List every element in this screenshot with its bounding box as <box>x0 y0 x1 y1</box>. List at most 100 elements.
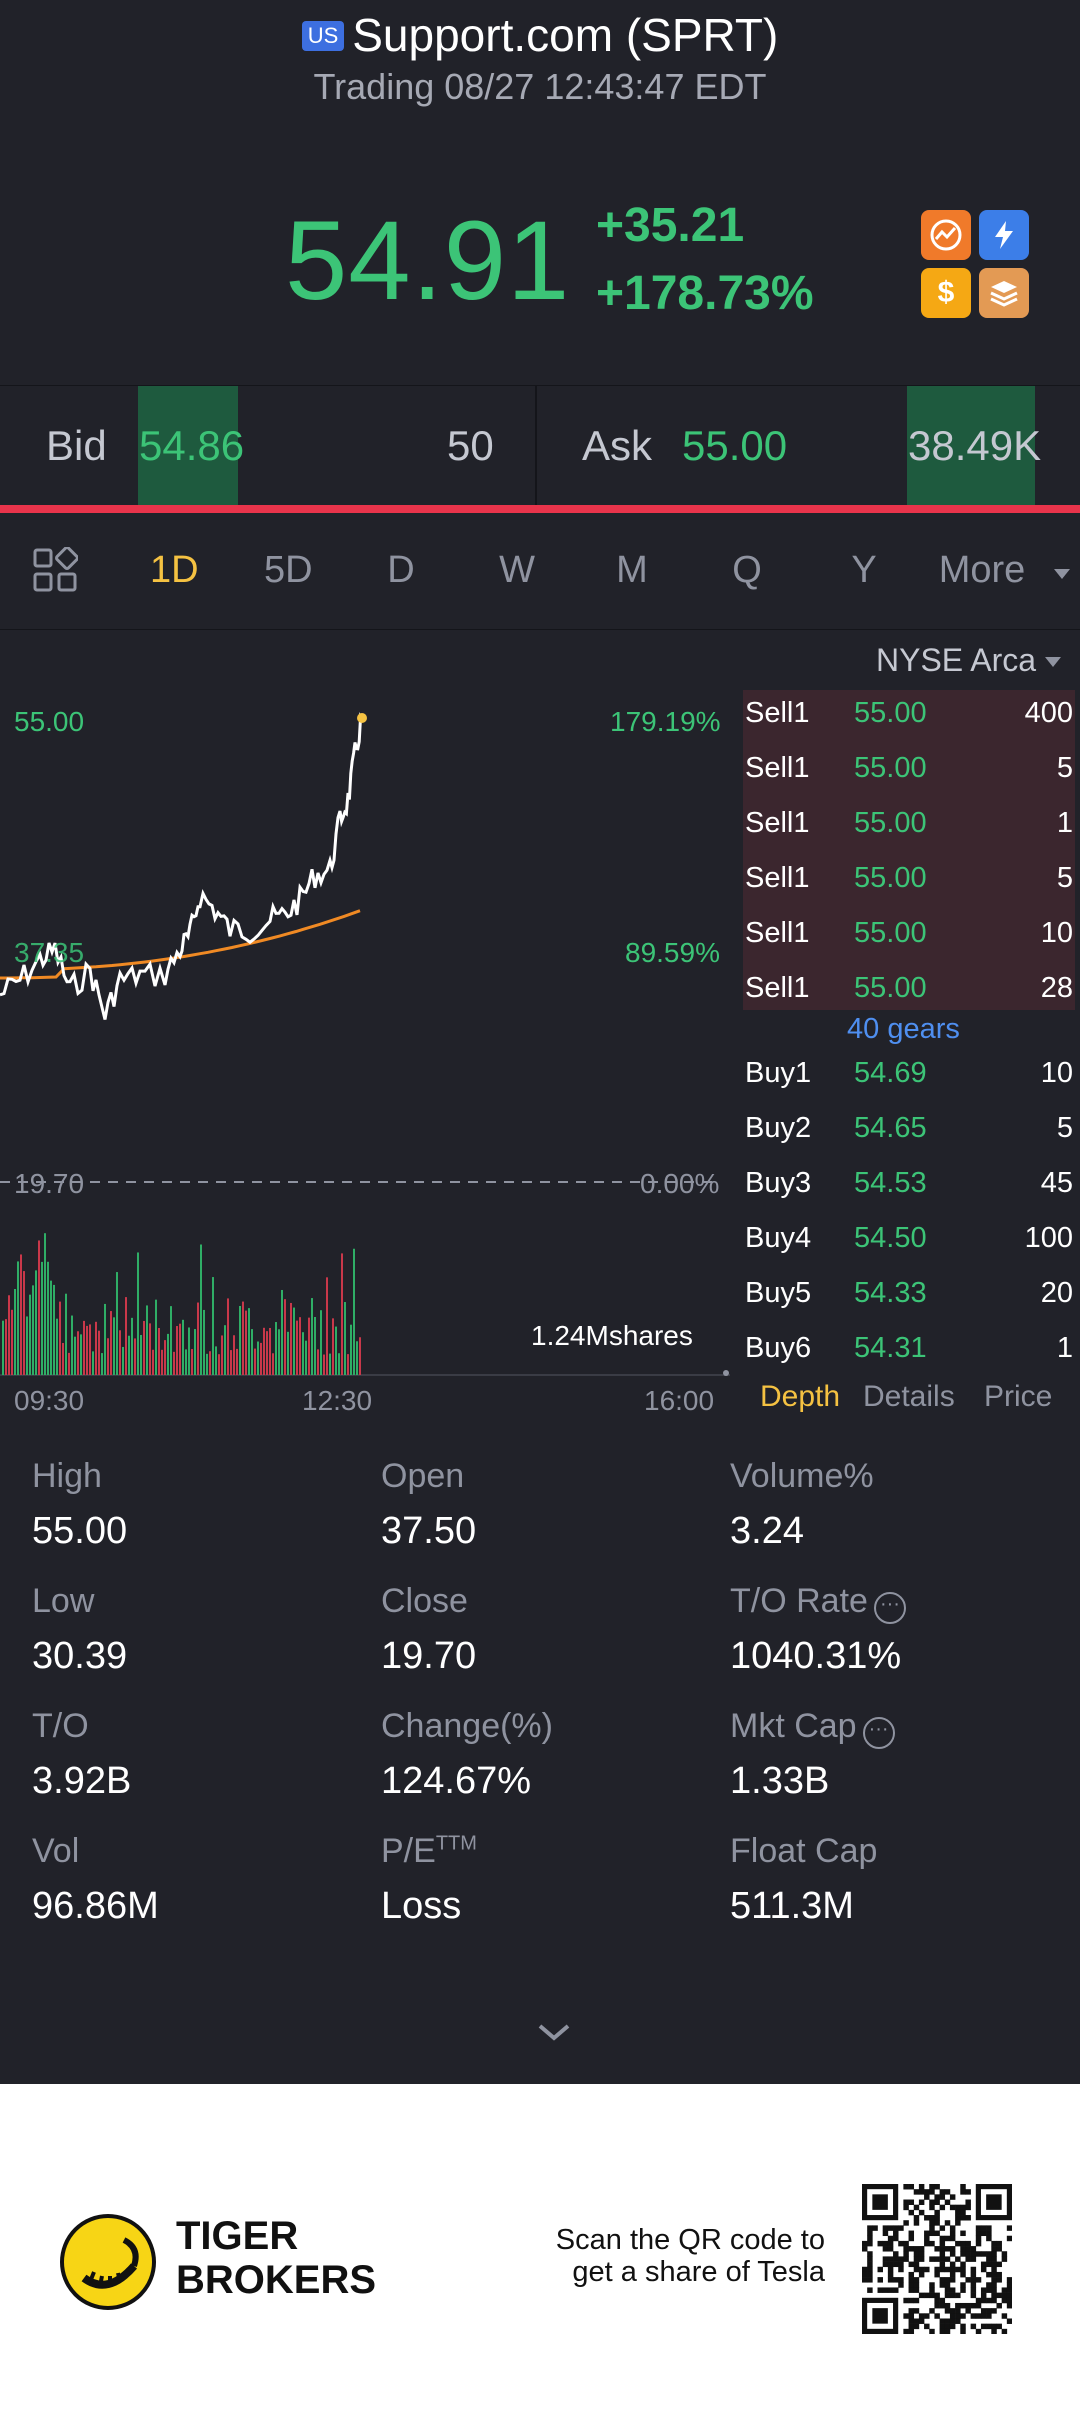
buy-row: Buy1 54.69 10 <box>743 1045 1075 1100</box>
lightning-icon[interactable] <box>979 210 1029 260</box>
stat-label-open: Open <box>381 1457 465 1495</box>
buy-price: 54.69 <box>854 1057 927 1089</box>
volume-bar <box>188 1327 190 1375</box>
volume-bar <box>95 1321 97 1375</box>
tab-depth[interactable]: Depth <box>760 1380 841 1413</box>
stat-label-high: High <box>32 1457 102 1495</box>
buy-row: Buy5 54.33 20 <box>743 1265 1075 1320</box>
volume-bar <box>113 1317 115 1375</box>
volume-bar <box>293 1307 295 1375</box>
volume-bar <box>230 1350 232 1375</box>
volume-bar <box>29 1294 31 1375</box>
volume-bar <box>194 1329 196 1375</box>
promo-text-line2: get a share of Tesla <box>572 2256 825 2288</box>
volume-bar <box>317 1349 319 1375</box>
layout-grid-icon[interactable] <box>32 546 79 598</box>
tab-more[interactable]: More <box>938 549 1026 591</box>
volume-bar <box>35 1270 37 1375</box>
volume-bar <box>128 1335 130 1375</box>
time-mid: 12:30 <box>302 1385 373 1416</box>
exchange-selector[interactable]: NYSE Arca <box>876 642 1036 679</box>
volume-bar <box>338 1353 340 1375</box>
bid-ask-divider <box>535 386 537 508</box>
tab-day[interactable]: D <box>387 549 415 591</box>
stat-label-close: Close <box>381 1582 468 1620</box>
volume-bar <box>266 1331 268 1375</box>
stat-label-turnover-rate: T/O Rate <box>730 1582 868 1620</box>
volume-bar <box>218 1354 220 1375</box>
exchange-dropdown-icon[interactable] <box>1043 655 1063 674</box>
promo-text-line1: Scan the QR code to <box>555 2224 825 2256</box>
expand-chevron-icon[interactable] <box>534 2020 574 2049</box>
volume-bar <box>56 1318 58 1375</box>
chart-price-mid: 37.35 <box>14 937 85 968</box>
bid-ask-bar[interactable]: Bid 54.86 50 Ask 55.00 38.49K <box>0 385 1080 508</box>
volume-bar <box>332 1318 334 1375</box>
bid-highlight <box>138 386 238 508</box>
volume-bar <box>26 1316 28 1375</box>
more-dropdown-icon[interactable] <box>1052 567 1072 586</box>
stat-label-turnover: T/O <box>32 1707 89 1745</box>
volume-bar <box>179 1323 181 1375</box>
volume-bar <box>269 1327 271 1375</box>
volume-bar <box>98 1330 100 1375</box>
stat-mkt-cap: Mkt Cap ··· <box>730 1707 895 1749</box>
time-end: 16:00 <box>644 1385 715 1416</box>
tab-price[interactable]: Price <box>984 1380 1053 1413</box>
volume-bar <box>62 1342 64 1375</box>
volume-bar <box>41 1261 43 1375</box>
volume-bar <box>305 1340 307 1375</box>
volume-bar <box>8 1295 10 1375</box>
dollar-icon[interactable]: $ <box>921 268 971 318</box>
volume-bar <box>260 1342 262 1375</box>
volume-bar <box>227 1298 229 1375</box>
tab-1d[interactable]: 1D <box>150 549 199 591</box>
tab-5d[interactable]: 5D <box>264 549 313 591</box>
volume-bar <box>116 1272 118 1375</box>
tab-year[interactable]: Y <box>851 549 877 591</box>
sell-row: Sell1 55.00 5 <box>743 850 1075 905</box>
volume-bar <box>104 1303 106 1375</box>
sell-row: Sell1 55.00 10 <box>743 905 1075 960</box>
stack-icon[interactable] <box>979 268 1029 318</box>
info-icon[interactable]: ··· <box>873 1592 906 1624</box>
buy-level: Buy5 <box>745 1277 812 1309</box>
region-badge: US <box>301 21 345 51</box>
volume-bar <box>167 1333 169 1375</box>
volume-bar <box>206 1353 208 1375</box>
session-indicator-line <box>0 505 1080 513</box>
sell-row: Sell1 55.00 28 <box>743 960 1075 1015</box>
tab-quarter[interactable]: Q <box>732 549 762 591</box>
volume-bar <box>251 1329 253 1375</box>
stat-value-volume-pct: 3.24 <box>730 1510 804 1552</box>
volume-bar <box>155 1299 157 1375</box>
buy-qty: 1 <box>1056 1332 1073 1364</box>
stat-label-low: Low <box>32 1582 95 1620</box>
stat-pe: P/ETTM <box>381 1832 477 1871</box>
tab-week[interactable]: W <box>499 549 535 591</box>
buy-price: 54.53 <box>854 1167 927 1199</box>
buy-price: 54.50 <box>854 1222 927 1254</box>
gears-link[interactable]: 40 gears <box>847 1013 960 1045</box>
qr-code-icon[interactable] <box>862 2184 1012 2334</box>
buy-price: 54.65 <box>854 1112 927 1144</box>
volume-bar <box>11 1309 13 1375</box>
promo-footer: TIGER BROKERS Scan the QR code to get a … <box>0 2084 1080 2429</box>
volume-bar <box>17 1261 19 1375</box>
intraday-chart[interactable] <box>0 630 740 1390</box>
sell-level: Sell1 <box>745 862 810 894</box>
price-line <box>0 712 364 1020</box>
axis-end-dot <box>723 1370 729 1376</box>
stat-label-float-cap: Float Cap <box>730 1832 878 1870</box>
sell-row: Sell1 55.00 1 <box>743 795 1075 850</box>
stat-value-close: 19.70 <box>381 1635 477 1677</box>
tab-month[interactable]: M <box>616 549 648 591</box>
volume-bar <box>209 1351 211 1375</box>
chart-pattern-icon[interactable] <box>921 210 971 260</box>
tab-details[interactable]: Details <box>863 1380 955 1413</box>
info-icon[interactable]: ··· <box>862 1717 895 1749</box>
volume-bar <box>284 1299 286 1375</box>
volume-bar <box>89 1324 91 1375</box>
sell-price: 55.00 <box>854 917 927 949</box>
current-price-dot <box>357 713 367 723</box>
